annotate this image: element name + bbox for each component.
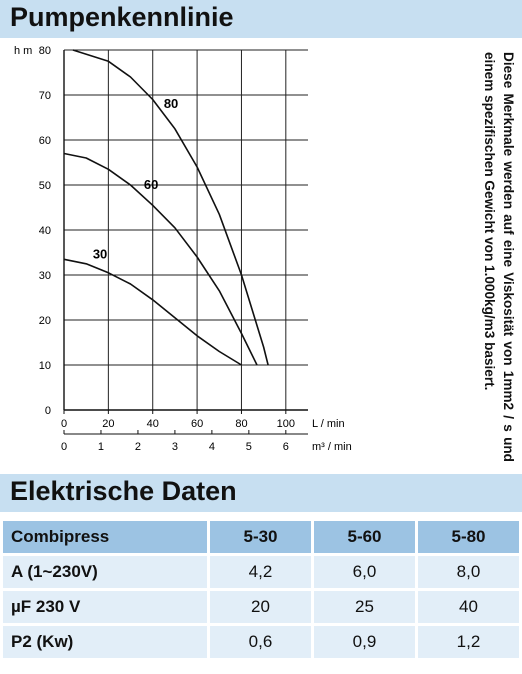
y-tick-label: 50: [39, 180, 51, 192]
x-tick-label-secondary: 2: [135, 441, 141, 453]
x-axis-label: L / min: [312, 418, 345, 430]
table-cell: 20: [210, 591, 311, 623]
y-tick-label: 70: [39, 90, 51, 102]
x-tick-label-secondary: 1: [98, 441, 104, 453]
electrical-section-title: Elektrische Daten: [10, 476, 237, 506]
curve-line-60: [63, 152, 258, 366]
table-row-label: P2 (Kw): [3, 626, 207, 658]
curve-line-30: [63, 258, 242, 366]
x-tick-label-secondary: 3: [172, 441, 178, 453]
chart-series: 30 60 80: [63, 49, 269, 366]
y-tick-label: 30: [39, 270, 51, 282]
table-cell: 8,0: [418, 556, 519, 588]
curve-section-title: Pumpenkennlinie: [10, 2, 234, 32]
x-tick-label: 80: [235, 418, 247, 430]
table-cell: 0,9: [314, 626, 415, 658]
y-tick-label: 0: [45, 405, 51, 417]
table-header-cell: Combipress: [3, 521, 207, 553]
y-axis-label: h m: [14, 45, 32, 57]
x-tick-label: 40: [147, 418, 159, 430]
electrical-section-bar: [0, 474, 522, 512]
table-row: µF 230 V 20 25 40: [3, 591, 519, 623]
table-cell: 4,2: [210, 556, 311, 588]
x-tick-label-secondary: 4: [209, 441, 215, 453]
x-tick-label: 60: [191, 418, 203, 430]
table-row: A (1~230V) 4,2 6,0 8,0: [3, 556, 519, 588]
curve-line-80: [72, 49, 269, 366]
y-tick-label: 40: [39, 225, 51, 237]
chart-grid: [64, 49, 308, 410]
x-tick-label: 0: [61, 418, 67, 430]
viscosity-note-text: Diese Merkmale werden auf eine Viskositä…: [482, 52, 516, 462]
electrical-data-table: Combipress 5-30 5-60 5-80 A (1~230V) 4,2…: [0, 518, 522, 661]
table-header-row: Combipress 5-30 5-60 5-80: [3, 521, 519, 553]
chart-ticks: 0 10 20 30 40 50 60 70 80 0 20 40 60 80 100 0 1 2 3 4 5 6: [39, 45, 295, 453]
chart-axes: [63, 50, 308, 435]
table-row-label: A (1~230V): [3, 556, 207, 588]
pump-curve-chart: 0 10 20 30 40 50 60 70 80 0 20 40 60 80 100 0 1 2 3 4 5 6 30 6…: [14, 45, 352, 453]
table-cell: 1,2: [418, 626, 519, 658]
x-tick-label: 100: [277, 418, 295, 430]
curve-section-bar: [0, 0, 522, 38]
curve-label-30: 30: [93, 246, 107, 261]
table-cell: 40: [418, 591, 519, 623]
x-tick-label-secondary: 0: [61, 441, 67, 453]
table-cell: 0,6: [210, 626, 311, 658]
y-tick-label: 10: [39, 360, 51, 372]
y-tick-label: 20: [39, 315, 51, 327]
x-tick-label: 20: [102, 418, 114, 430]
table-header-cell: 5-80: [418, 521, 519, 553]
x-tick-label-secondary: 5: [246, 441, 252, 453]
table-header-cell: 5-30: [210, 521, 311, 553]
table-cell: 25: [314, 591, 415, 623]
curve-label-80: 80: [164, 96, 178, 111]
y-tick-label: 80: [39, 45, 51, 57]
table-row: P2 (Kw) 0,6 0,9 1,2: [3, 626, 519, 658]
x-tick-label-secondary: 6: [283, 441, 289, 453]
x-axis-label-secondary: m³ / min: [312, 441, 352, 453]
viscosity-note: Diese Merkmale werden auf eine Viskositä…: [462, 52, 518, 462]
curve-label-60: 60: [144, 177, 158, 192]
table-header-cell: 5-60: [314, 521, 415, 553]
y-tick-label: 60: [39, 135, 51, 147]
table-row-label: µF 230 V: [3, 591, 207, 623]
table-cell: 6,0: [314, 556, 415, 588]
